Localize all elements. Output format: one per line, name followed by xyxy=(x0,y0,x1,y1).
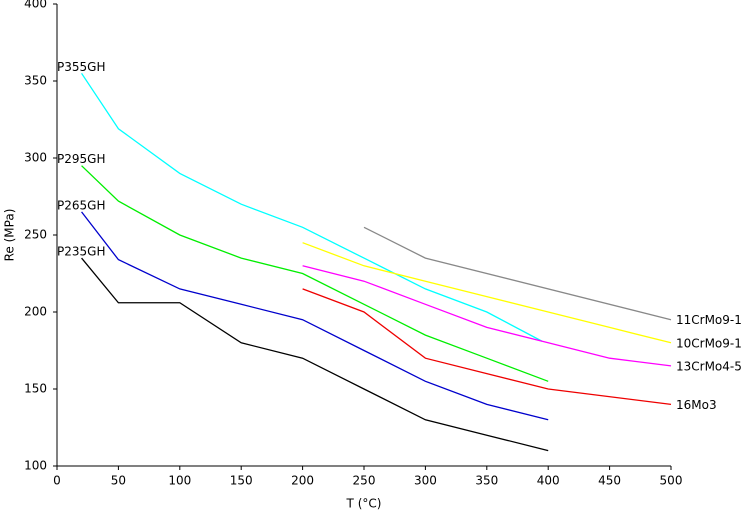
series-line xyxy=(363,226,672,321)
series-label: P265GH xyxy=(57,198,105,212)
series-line xyxy=(81,165,549,382)
y-tick-label: 150 xyxy=(24,382,47,396)
series-label: 11CrMo9-1 xyxy=(676,313,742,327)
x-tick-label: 350 xyxy=(475,474,498,488)
series-line xyxy=(302,242,672,344)
x-tick-label: 300 xyxy=(414,474,437,488)
series-label: 16Mo3 xyxy=(676,398,717,412)
y-tick-label: 250 xyxy=(24,228,47,242)
series-line xyxy=(81,211,549,421)
series-line xyxy=(302,288,672,406)
y-tick-label: 300 xyxy=(24,151,47,165)
y-tick-label: 200 xyxy=(24,305,47,319)
x-tick-label: 250 xyxy=(353,474,376,488)
y-tick-label: 400 xyxy=(24,0,47,11)
series-line xyxy=(302,265,672,367)
series-line xyxy=(81,72,543,342)
y-axis-label: Re (MPa) xyxy=(3,209,17,262)
y-tick-label: 100 xyxy=(24,459,47,473)
x-tick-label: 150 xyxy=(230,474,253,488)
series-label: 10CrMo9-1 xyxy=(676,336,742,350)
x-axis-label: T (°C) xyxy=(346,497,382,511)
series-label: P355GH xyxy=(57,60,105,74)
series-label: P235GH xyxy=(57,245,105,259)
series-label: P295GH xyxy=(57,152,105,166)
x-tick-label: 50 xyxy=(111,474,126,488)
x-tick-label: 450 xyxy=(598,474,621,488)
x-tick-label: 500 xyxy=(660,474,683,488)
x-tick-label: 100 xyxy=(168,474,191,488)
series-line xyxy=(81,257,549,452)
x-tick-label: 0 xyxy=(53,474,61,488)
series-label: 13CrMo4-5 xyxy=(676,359,742,373)
x-tick-label: 200 xyxy=(291,474,314,488)
y-tick-label: 350 xyxy=(24,74,47,88)
x-tick-label: 400 xyxy=(537,474,560,488)
